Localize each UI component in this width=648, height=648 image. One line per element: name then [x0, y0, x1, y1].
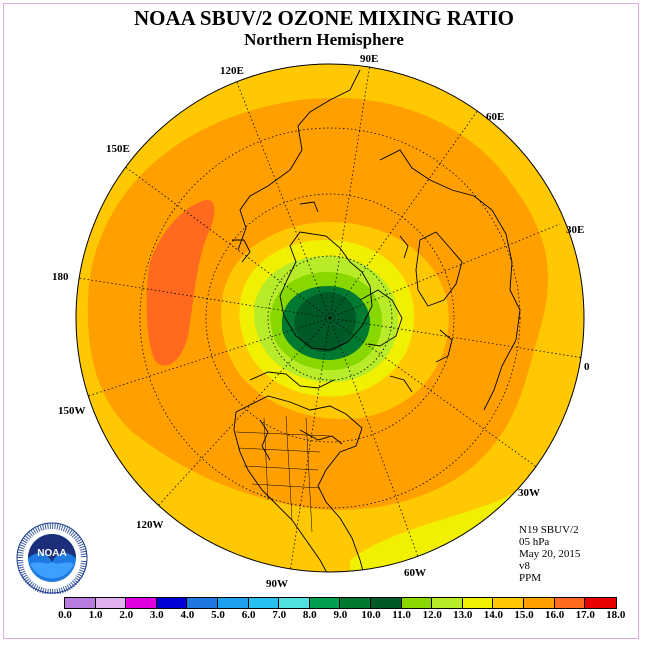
info-block: N19 SBUV/2 05 hPa May 20, 2015 v8 PPM	[519, 524, 580, 584]
lon-label-90e: 90E	[360, 53, 378, 65]
colorbar-tick-label: 15.0	[514, 609, 534, 621]
coastlines	[232, 69, 521, 572]
colorbar-swatch	[126, 598, 157, 608]
lon-label-60w: 60W	[404, 567, 426, 579]
colorbar-tick-label: 8.0	[302, 609, 317, 621]
colorbar-swatch	[95, 598, 127, 608]
lon-label-60e: 60E	[486, 111, 504, 123]
colorbar-tick-label: 5.0	[211, 609, 225, 621]
graticule	[77, 64, 584, 572]
colorbar-tick-label: 18.0	[606, 609, 626, 621]
longitude-labels: 90E 60E 30E 0 30W 60W 90W 120W 150W 180 …	[52, 53, 590, 590]
colorbar-tick-label: 11.0	[392, 609, 411, 621]
colorbar-tick-label: 17.0	[575, 609, 595, 621]
lon-label-120e: 120E	[220, 65, 244, 77]
colorbar-tick-label: 6.0	[241, 609, 256, 621]
colorbar-tick-label: 1.0	[88, 609, 103, 621]
ozone-field	[76, 64, 584, 572]
info-pressure-level: 05 hPa	[519, 536, 550, 548]
colorbar-swatch	[432, 598, 463, 608]
noaa-logo-text: NOAA	[37, 548, 66, 559]
contour-15	[146, 199, 215, 366]
lon-label-0: 0	[584, 361, 590, 373]
noaa-logo: NOAA	[16, 522, 88, 599]
colorbar-tick-label: 16.0	[544, 609, 565, 621]
colorbar-swatch	[187, 598, 218, 608]
contour-8	[294, 292, 357, 352]
lon-label-30e: 30E	[566, 224, 584, 236]
map-subtitle: Northern Hemisphere	[244, 30, 404, 49]
colorbar-tick-label: 12.0	[422, 609, 442, 621]
colorbar-tick-label: 2.0	[119, 609, 134, 621]
colorbar-tick-label: 4.0	[180, 609, 195, 621]
colorbar-swatch	[248, 598, 280, 608]
colorbar-swatch	[554, 598, 586, 608]
info-units: PPM	[519, 572, 542, 584]
colorbar-swatch	[309, 598, 341, 608]
colorbar-swatch	[340, 598, 371, 608]
colorbar-tick-label: 7.0	[272, 609, 287, 621]
colorbar-swatch	[217, 598, 249, 608]
colorbar-tick-label: 14.0	[483, 609, 504, 621]
colorbar-swatch	[493, 598, 524, 608]
colorbar-ticks: 0.0 1.0 2.0 3.0 4.0 5.0 6.0 7.0 8.0 9.0 10.0 11.0 12…	[0, 609, 648, 623]
colorbar-swatch	[156, 598, 188, 608]
colorbar	[64, 597, 617, 609]
info-version: v8	[519, 560, 530, 572]
plot-frame	[3, 3, 639, 639]
colorbar-swatch	[370, 598, 402, 608]
info-instrument: N19 SBUV/2	[519, 524, 579, 536]
colorbar-tick-label: 10.0	[361, 609, 381, 621]
colorbar-tick-label: 13.0	[453, 609, 473, 621]
lon-label-150e: 150E	[106, 143, 130, 155]
colorbar-swatch	[523, 598, 555, 608]
colorbar-swatch	[401, 598, 433, 608]
colorbar-swatch	[585, 598, 616, 608]
lon-label-30w: 30W	[518, 487, 540, 499]
lon-label-120w: 120W	[136, 519, 164, 531]
info-date: May 20, 2015	[519, 548, 581, 560]
map-title: NOAA SBUV/2 OZONE MIXING RATIO	[134, 6, 514, 30]
colorbar-tick-label: 9.0	[333, 609, 348, 621]
state-borders	[235, 415, 331, 533]
colorbar-tick-label: 0.0	[58, 609, 72, 621]
lon-label-150w: 150W	[58, 405, 86, 417]
colorbar-tick-label: 3.0	[149, 609, 164, 621]
lon-label-180: 180	[52, 271, 69, 283]
colorbar-swatch	[279, 598, 310, 608]
lon-label-90w: 90W	[266, 578, 288, 590]
map-boundary	[75, 63, 585, 573]
colorbar-swatch	[462, 598, 494, 608]
colorbar-swatch	[65, 598, 96, 608]
